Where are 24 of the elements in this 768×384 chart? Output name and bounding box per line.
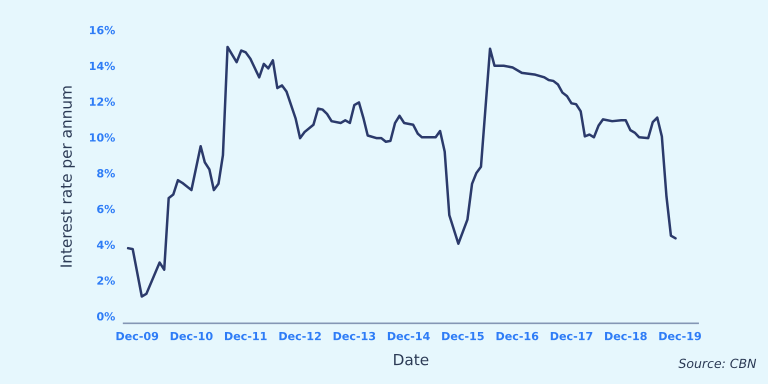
x-tick-label: Dec-16 — [496, 332, 538, 340]
x-axis-title: Date — [394, 354, 428, 366]
line-series — [126, 46, 677, 298]
y-tick-label: 4% — [96, 240, 115, 249]
y-tick-label: 0% — [96, 312, 115, 321]
x-tick-label: Dec-11 — [224, 332, 267, 340]
x-tick-label: Dec-18 — [605, 332, 647, 340]
y-tick-label: 6% — [97, 204, 115, 214]
y-axis-title: Interest rate per annum — [60, 86, 75, 267]
y-tick-label: 14% — [90, 62, 115, 70]
x-tick-label: Dec-19 — [659, 332, 701, 340]
x-tick-label: Dec-09 — [116, 332, 158, 340]
x-tick-label: Dec-13 — [334, 332, 376, 340]
y-tick-label: 8% — [97, 169, 115, 178]
y-tick-label: 10% — [90, 133, 115, 142]
y-tick-label: 2% — [97, 276, 115, 285]
x-tick-label: Dec-10 — [170, 332, 213, 340]
x-tick-label: Dec-14 — [388, 332, 430, 340]
x-tick-label: Dec-15 — [442, 332, 484, 340]
x-tick-label: Dec-12 — [279, 332, 321, 340]
x-tick-label: Dec-17 — [550, 332, 592, 340]
y-tick-label: 12% — [90, 97, 115, 106]
y-tick-label: 16% — [90, 26, 115, 34]
source-note: Source: CBN — [678, 358, 756, 368]
